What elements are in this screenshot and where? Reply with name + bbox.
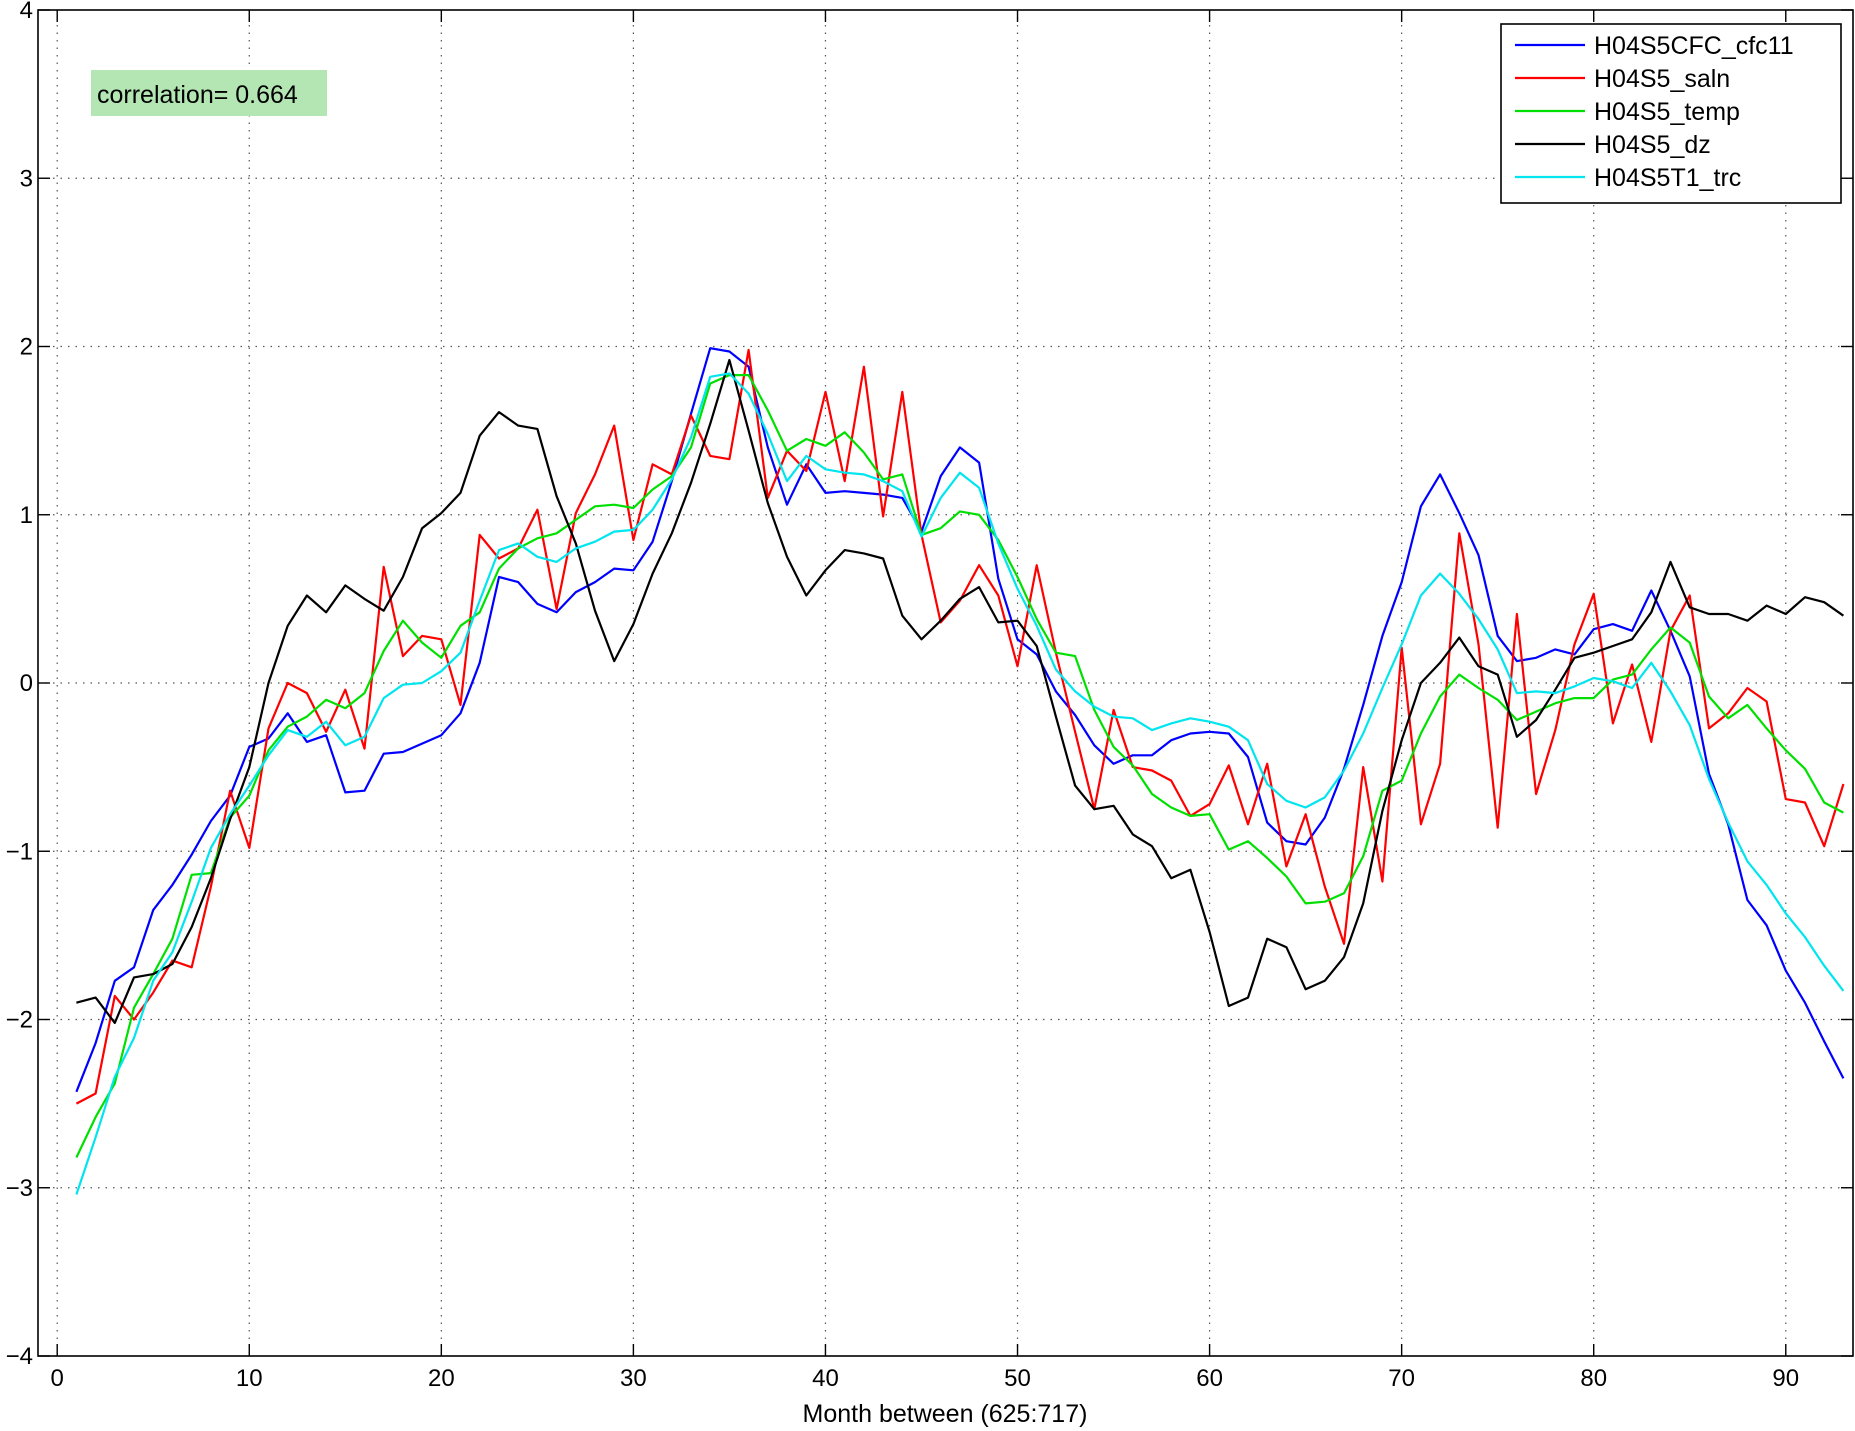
legend-label: H04S5_temp — [1594, 98, 1740, 126]
correlation-annotation: correlation= 0.664 — [97, 81, 298, 109]
legend: H04S5CFC_cfc11 H04S5_saln H04S5_temp H04S5_… — [1500, 23, 1842, 204]
legend-label: H04S5CFC_cfc11 — [1594, 32, 1794, 60]
x-tick-label: 0 — [51, 1365, 64, 1392]
axis-ticks — [38, 9, 1853, 1357]
legend-box — [1500, 23, 1842, 204]
x-tick-label: 60 — [1196, 1365, 1223, 1392]
y-tick-label: −3 — [6, 1175, 33, 1202]
series-lines — [75, 347, 1845, 1195]
x-tick-label: 90 — [1772, 1365, 1799, 1392]
x-tick-label: 50 — [1004, 1365, 1031, 1392]
y-tick-label: 4 — [20, 0, 33, 24]
x-tick-label: 40 — [812, 1365, 839, 1392]
y-tick-label: 3 — [20, 165, 33, 192]
series-line-h04s5t1-trc — [75, 372, 1845, 1195]
x-tick-label: 20 — [428, 1365, 455, 1392]
legend-label: H04S5_dz — [1594, 131, 1711, 159]
legend-label: H04S5T1_trc — [1594, 164, 1741, 192]
x-tick-label: 10 — [236, 1365, 263, 1392]
x-tick-label: 30 — [620, 1365, 647, 1392]
x-tick-labels: 0 10 20 30 40 50 60 70 80 90 — [51, 1365, 1800, 1392]
x-tick-label: 80 — [1580, 1365, 1607, 1392]
y-tick-labels: −4 −3 −2 −1 0 1 2 3 4 — [6, 0, 33, 1370]
y-tick-label: 0 — [20, 670, 33, 697]
y-tick-label: −1 — [6, 838, 33, 865]
legend-items: H04S5CFC_cfc11 H04S5_saln H04S5_temp H04S5_… — [1515, 32, 1794, 192]
x-tick-label: 70 — [1388, 1365, 1415, 1392]
annotation-box: correlation= 0.664 — [91, 70, 327, 116]
y-tick-label: −4 — [6, 1343, 33, 1370]
y-tick-label: −2 — [6, 1007, 33, 1034]
legend-label: H04S5_saln — [1594, 65, 1730, 93]
y-tick-label: 2 — [20, 334, 33, 361]
series-line-h04s5cfc-cfc11 — [75, 347, 1845, 1093]
series-line-h04s5-saln — [75, 348, 1845, 1105]
y-tick-label: 1 — [20, 502, 33, 529]
series-line-h04s5-temp — [75, 374, 1844, 1158]
grid-lines — [38, 10, 1853, 1356]
series-line-h04s5-dz — [76, 358, 1845, 1025]
x-axis-title: Month between (625:717) — [803, 1400, 1088, 1428]
annotation-background — [91, 70, 327, 116]
